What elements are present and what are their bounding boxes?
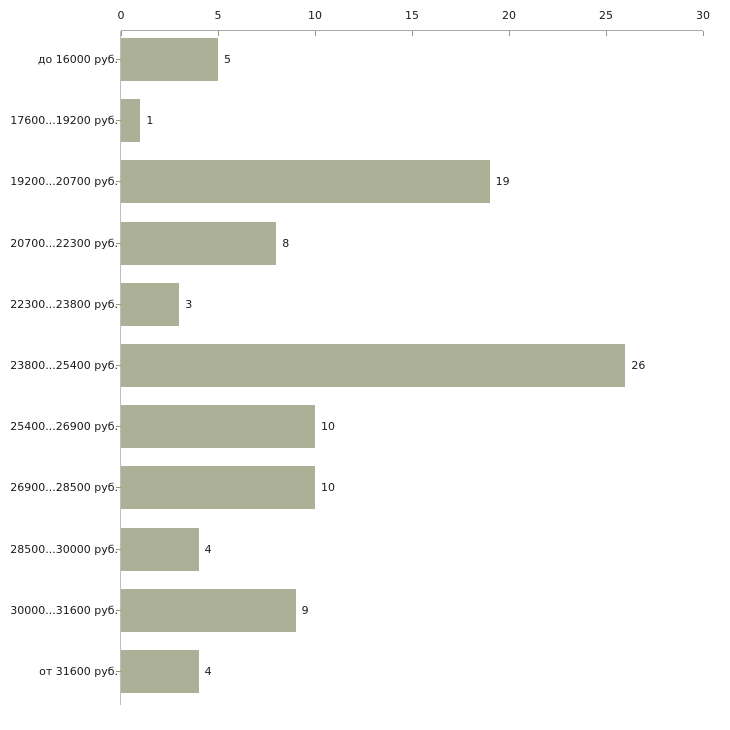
bar[interactable] [121, 282, 180, 326]
x-axis-tick [703, 31, 704, 36]
x-axis-tick-label: 5 [214, 9, 222, 22]
category-axis-tick [116, 671, 121, 672]
category-label: 28500...30000 руб. [10, 542, 118, 556]
category-axis-tick [116, 365, 121, 366]
bar-row: 30000...31600 руб. 9 [0, 582, 730, 642]
bar-row: от 31600 руб. 4 [0, 643, 730, 703]
bar-row: 19200...20700 руб. 19 [0, 153, 730, 213]
category-label: 20700...22300 руб. [10, 236, 118, 250]
bar[interactable] [121, 38, 218, 81]
category-label: 25400...26900 руб. [10, 420, 118, 434]
category-axis-tick [116, 59, 121, 60]
x-axis-tick-label: 30 [696, 9, 710, 22]
bar-value-label: 10 [321, 481, 335, 495]
category-axis-tick [116, 426, 121, 428]
category-axis-tick [116, 120, 121, 122]
category-axis-tick [116, 548, 121, 550]
bar-value-label: 5 [224, 53, 231, 66]
bar-row: 17600...19200 руб. 1 [0, 92, 730, 152]
category-label: 26900...28500 руб. [10, 481, 118, 495]
x-axis-tick [606, 31, 607, 36]
category-label: 19200...20700 руб. [10, 175, 118, 189]
category-label: 30000...31600 руб. [10, 603, 118, 617]
x-axis-tick-label: 25 [599, 9, 613, 22]
bar-row: 20700...22300 руб. 8 [0, 215, 730, 275]
category-axis-tick [116, 487, 121, 489]
bar-row: 25400...26900 руб. 10 [0, 398, 730, 458]
category-axis-tick [116, 303, 121, 305]
category-axis-line [120, 31, 121, 705]
bar[interactable] [121, 405, 315, 449]
bar[interactable] [121, 221, 277, 265]
category-label: 23800...25400 руб. [10, 359, 118, 372]
bar-row: 28500...30000 руб. 4 [0, 521, 730, 581]
category-axis-tick [116, 181, 121, 183]
bar-value-label: 4 [204, 665, 212, 678]
category-label: 17600...19200 руб. [10, 114, 118, 128]
bar[interactable] [121, 99, 141, 143]
bar-value-label: 4 [204, 542, 212, 556]
bar-row: 26900...28500 руб. 10 [0, 459, 730, 519]
category-label: от 31600 руб. [39, 665, 118, 678]
x-axis-tick [509, 31, 510, 36]
category-axis-tick [116, 242, 121, 244]
category-label: до 16000 руб. [37, 53, 118, 66]
bar[interactable] [121, 160, 490, 204]
category-label: 22300...23800 руб. [10, 297, 118, 311]
bar[interactable] [121, 466, 315, 510]
bar-value-label: 10 [321, 420, 335, 434]
bar-row: до 16000 руб. 5 [0, 31, 730, 91]
x-axis-tick-label: 0 [117, 9, 125, 22]
bar-value-label: 8 [282, 236, 290, 250]
bar[interactable] [121, 588, 296, 632]
bar-value-label: 26 [631, 359, 646, 372]
bar-row: 23800...25400 руб. 26 [0, 337, 730, 397]
x-axis-tick [412, 31, 413, 36]
x-axis-tick [218, 31, 219, 36]
x-axis-tick [121, 31, 122, 36]
bar-value-label: 9 [301, 603, 309, 617]
x-axis-tick-label: 20 [502, 9, 516, 22]
x-axis-line [121, 30, 703, 31]
bar-value-label: 1 [146, 114, 154, 128]
bar-value-label: 3 [185, 297, 193, 311]
bar[interactable] [121, 527, 199, 571]
x-axis-tick-label: 10 [308, 9, 322, 22]
bar[interactable] [121, 650, 199, 693]
bar-value-label: 19 [495, 175, 510, 189]
bar-row: 22300...23800 руб. 3 [0, 276, 730, 336]
bar[interactable] [121, 344, 626, 387]
category-axis-tick [116, 609, 121, 611]
x-axis-tick-label: 15 [405, 9, 419, 22]
x-axis-tick [315, 31, 316, 36]
